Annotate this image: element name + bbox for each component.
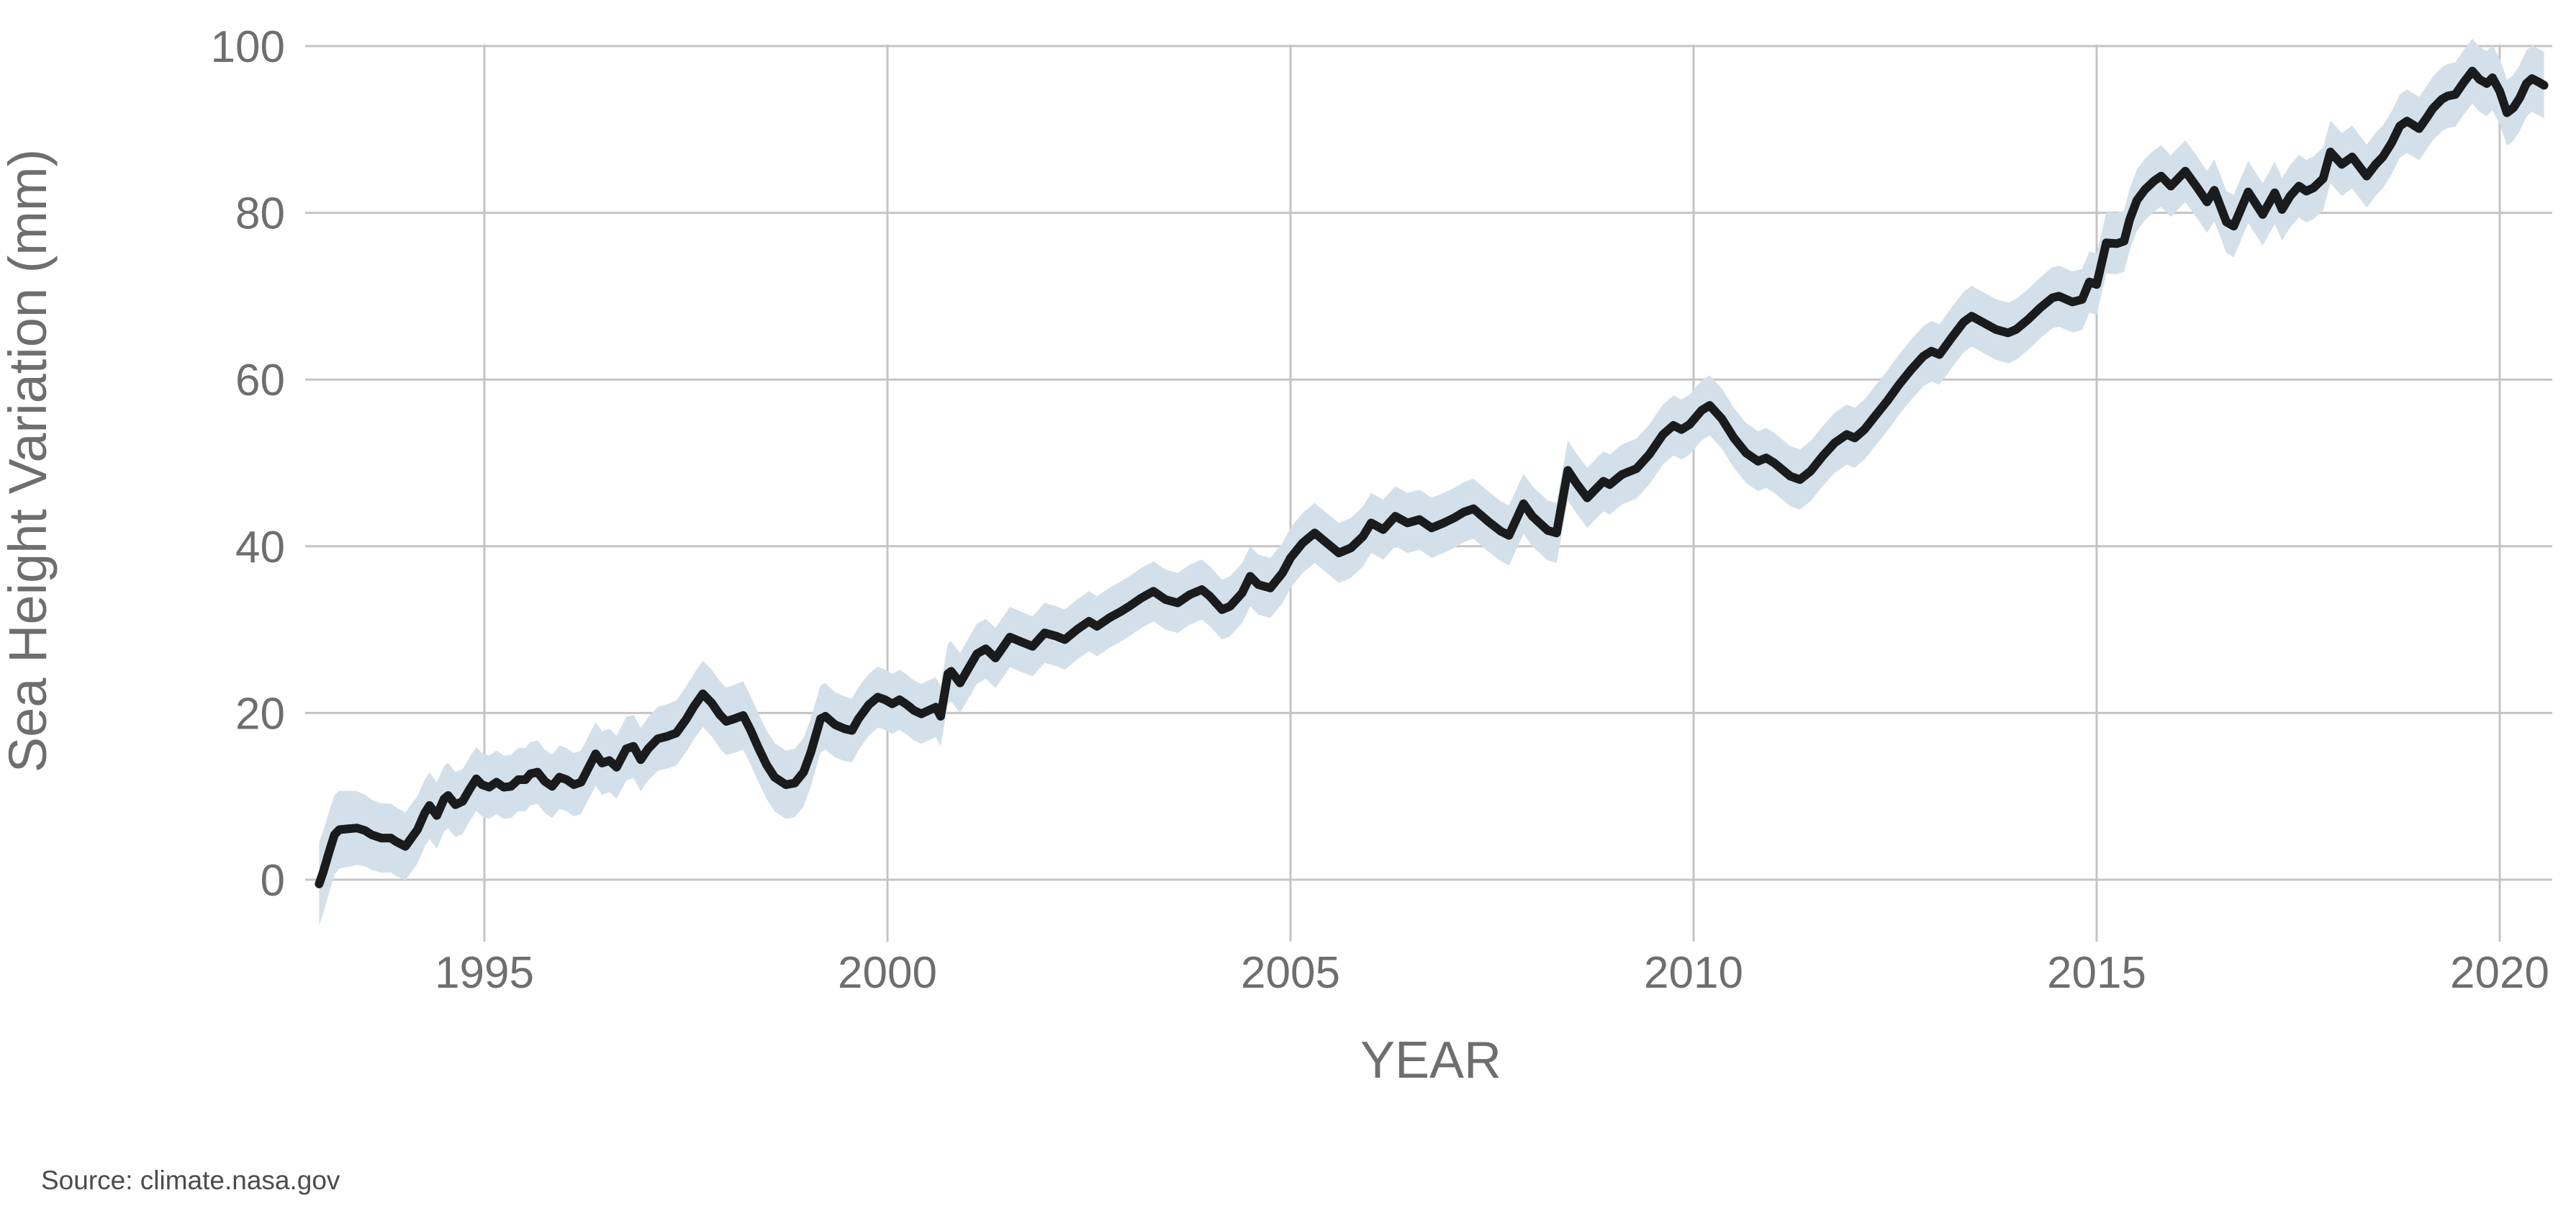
sea-level-line: [315, 66, 2549, 888]
y-axis-tick-labels: 0 20 40 60 80 100: [211, 22, 285, 906]
x-tick-label-2000: 2000: [838, 948, 937, 998]
y-tick-label-20: 20: [235, 689, 285, 739]
y-tick-label-0: 0: [261, 856, 285, 906]
x-tick-label-2005: 2005: [1241, 948, 1340, 998]
source-note: Source: climate.nasa.gov: [41, 1166, 340, 1195]
x-tick-label-1995: 1995: [435, 948, 534, 998]
x-tick-label-2010: 2010: [1644, 948, 1743, 998]
y-tick-label-40: 40: [235, 523, 285, 572]
x-axis-tick-labels: 1995 2000 2005 2010 2015 2020: [435, 948, 2549, 998]
y-tick-label-100: 100: [211, 22, 285, 72]
x-tick-label-2015: 2015: [2047, 948, 2146, 998]
y-axis-title: Sea Height Variation (mm): [0, 149, 58, 772]
x-tick-label-2020: 2020: [2450, 948, 2549, 998]
y-tick-label-80: 80: [235, 189, 285, 239]
y-tick-label-60: 60: [235, 356, 285, 405]
uncertainty-band: [319, 38, 2544, 926]
x-axis-title: YEAR: [1360, 1032, 1501, 1089]
x-gridlines: [483, 45, 2501, 942]
